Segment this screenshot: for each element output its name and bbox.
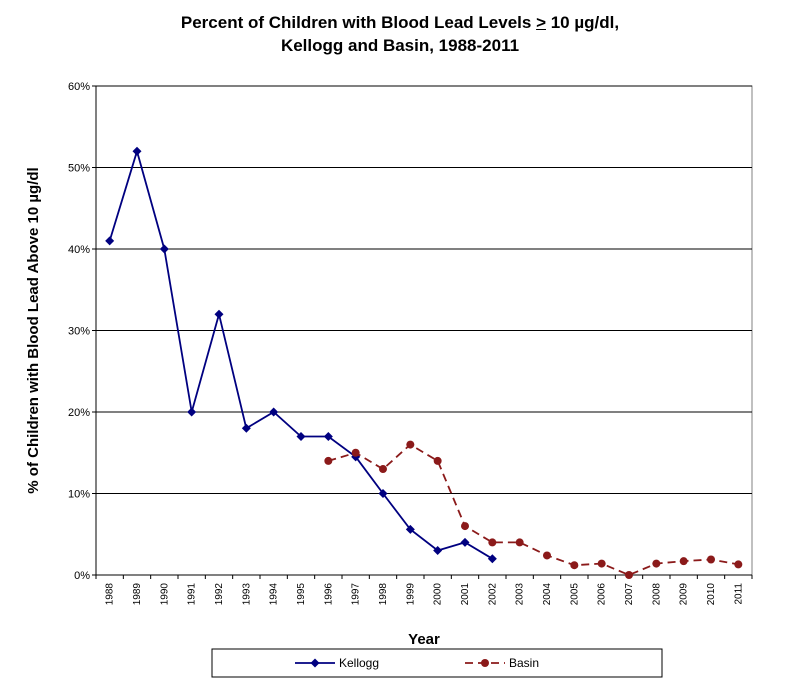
y-tick-label: 10% xyxy=(68,489,90,501)
basin-data-point xyxy=(597,559,606,568)
x-tick-label: 1996 xyxy=(323,583,334,606)
chart-title-line-1: Percent of Children with Blood Lead Leve… xyxy=(0,12,800,34)
legend-box xyxy=(211,648,663,678)
x-tick-label: 2011 xyxy=(733,583,744,605)
x-tick-label: 1991 xyxy=(187,583,198,606)
kellogg-data-point xyxy=(214,309,224,319)
basin-data-point xyxy=(625,571,633,579)
chart-title-line-2: Kellogg and Basin, 1988-2011 xyxy=(280,36,520,55)
kellogg-data-point xyxy=(187,407,197,417)
kellogg-data-point xyxy=(132,146,142,156)
y-tick-label: 20% xyxy=(68,407,90,419)
basin-data-point xyxy=(652,559,661,568)
title-text-part-2: 10 µg/dl, xyxy=(546,13,620,32)
x-tick-label: 2001 xyxy=(460,583,471,606)
title-text-part-1: Percent of Children with Blood Lead Leve… xyxy=(180,13,537,32)
basin-data-point xyxy=(707,555,715,564)
y-tick-label: 40% xyxy=(68,244,90,256)
x-tick-label: 1995 xyxy=(296,583,307,606)
basin-series-line xyxy=(328,443,739,576)
title-greater-equal-symbol: > xyxy=(536,13,546,32)
x-tick-label: 2007 xyxy=(624,583,635,606)
x-tick-label: 2005 xyxy=(569,583,580,606)
legend-kellogg-label: Kellogg xyxy=(339,656,379,670)
x-tick-label: 2004 xyxy=(542,583,553,606)
x-tick-label: 1990 xyxy=(159,583,170,606)
x-tick-label: 2006 xyxy=(597,583,608,606)
basin-data-point xyxy=(488,538,497,547)
kellogg-data-point xyxy=(487,554,497,564)
basin-data-point xyxy=(734,560,743,569)
legend-basin-label: Basin xyxy=(509,656,539,670)
legend-basin-marker xyxy=(481,659,489,667)
y-tick-label: 60% xyxy=(68,81,90,93)
kellogg-data-point xyxy=(159,244,169,254)
x-tick-label: 2002 xyxy=(487,583,498,606)
x-tick-label: 1989 xyxy=(132,583,143,606)
x-tick-label: 2008 xyxy=(651,583,662,606)
x-tick-label: 2009 xyxy=(679,583,690,606)
x-tick-label: 1988 xyxy=(105,583,116,606)
kellogg-data-point xyxy=(323,431,333,441)
x-tick-label: 2003 xyxy=(515,583,526,606)
x-tick-label: 1999 xyxy=(405,583,416,606)
basin-data-point xyxy=(351,448,360,457)
y-axis-title: % of Children with Blood Lead Above 10 µ… xyxy=(25,167,42,493)
y-tick-label: 50% xyxy=(68,163,90,175)
x-tick-label: 1994 xyxy=(269,583,280,606)
basin-data-point xyxy=(406,440,415,449)
basin-data-point xyxy=(324,456,333,465)
y-tick-label: 0% xyxy=(74,570,90,582)
basin-data-point xyxy=(570,561,579,570)
basin-data-point xyxy=(433,456,442,465)
kellogg-data-point xyxy=(296,431,306,441)
x-tick-label: 2000 xyxy=(433,583,444,606)
kellogg-data-point xyxy=(269,407,279,417)
kellogg-data-point xyxy=(405,524,415,534)
kellogg-data-point xyxy=(378,489,388,498)
kellogg-data-point xyxy=(433,546,443,556)
x-tick-label: 1993 xyxy=(241,583,252,606)
x-axis-title: Year xyxy=(408,631,440,648)
basin-data-point xyxy=(679,557,688,566)
kellogg-data-point xyxy=(105,236,115,246)
x-tick-label: 1992 xyxy=(214,583,225,606)
x-tick-label: 2010 xyxy=(706,583,717,606)
y-tick-label: 30% xyxy=(68,326,90,338)
kellogg-data-point xyxy=(460,537,470,547)
basin-data-point xyxy=(543,551,551,560)
x-tick-label: 1997 xyxy=(351,583,362,606)
basin-data-point xyxy=(461,522,469,531)
legend-kellogg-marker xyxy=(310,658,320,668)
basin-data-point xyxy=(515,538,524,547)
basin-data-point xyxy=(379,465,387,474)
x-tick-label: 1998 xyxy=(378,583,389,606)
kellogg-data-point xyxy=(241,423,251,433)
